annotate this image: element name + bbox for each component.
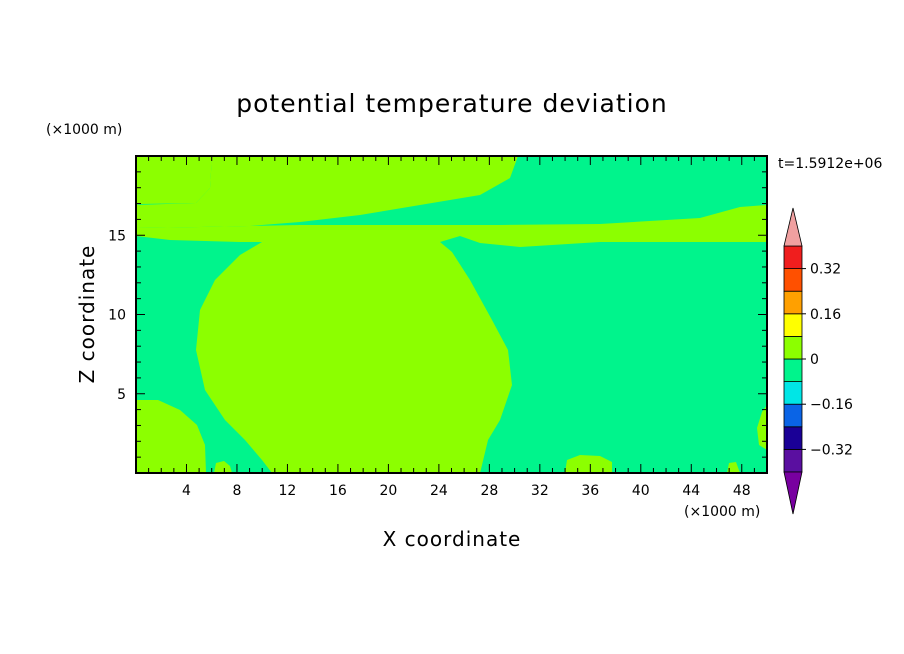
colorbar-segment	[783, 403, 803, 428]
x-tick-label: 44	[682, 483, 700, 499]
plot-area	[135, 155, 768, 474]
colorbar-segment	[783, 448, 803, 473]
y-axis: 5 10 15	[108, 171, 767, 458]
region-band-15	[136, 205, 767, 247]
y-tick-label: 5	[117, 387, 126, 403]
region-lower-left-positive	[136, 400, 206, 473]
colorbar-segment	[783, 313, 803, 337]
colorbar-segment	[783, 335, 803, 360]
x-tick-label: 28	[480, 483, 498, 499]
region-top-positive	[136, 156, 518, 228]
colorbar-label: 0	[810, 352, 819, 368]
colorbar-segment	[783, 426, 803, 450]
x-tick-label: 20	[379, 483, 397, 499]
colorbar-over-triangle	[783, 207, 803, 247]
x-tick-label: 40	[632, 483, 650, 499]
colorbar-label: −0.16	[810, 397, 853, 413]
colorbar-label: −0.32	[810, 442, 853, 458]
y-tick-label: 10	[108, 308, 126, 324]
region-right-edge-positive	[757, 405, 767, 450]
x-tick-label: 4	[182, 483, 191, 499]
colorbar-segment	[783, 358, 803, 383]
y-axis-label: Z coordinate	[75, 245, 99, 384]
colorbar-under-triangle	[783, 471, 803, 515]
chart-title: potential temperature deviation	[236, 89, 667, 118]
colorbar-label: 0.16	[810, 307, 841, 323]
colorbar-segment	[783, 245, 803, 270]
x-axis-unit: (×1000 m)	[684, 504, 760, 520]
x-tick-label: 16	[329, 483, 347, 499]
x-tick-label: 48	[733, 483, 751, 499]
colorbar-label: 0.32	[810, 262, 841, 278]
colorbar-segment	[783, 290, 803, 315]
region-bottom-bumps-3	[405, 459, 424, 473]
x-tick-label: 12	[279, 483, 297, 499]
region-bottom-bumps	[565, 455, 612, 473]
time-label: t=1.5912e+06	[778, 156, 882, 172]
region-bottom-bumps-4	[727, 462, 740, 473]
y-axis-unit: (×1000 m)	[46, 122, 122, 138]
region-bottom-bumps-2	[214, 461, 232, 473]
x-tick-label: 24	[430, 483, 448, 499]
colorbar: 0.32 0.16 0 −0.16 −0.32	[783, 207, 853, 515]
colorbar-segment	[783, 268, 803, 292]
x-tick-label: 8	[232, 483, 241, 499]
region-central-positive	[196, 242, 512, 473]
x-tick-label: 32	[531, 483, 549, 499]
y-tick-label: 15	[108, 228, 126, 244]
x-tick-label: 36	[581, 483, 599, 499]
colorbar-segment	[783, 381, 803, 405]
region-upper-left-positive	[136, 156, 212, 205]
x-axis: 4 8 12 16 20 24 28 32 36 40 44 48	[148, 156, 755, 499]
x-axis-label: X coordinate	[383, 527, 522, 551]
